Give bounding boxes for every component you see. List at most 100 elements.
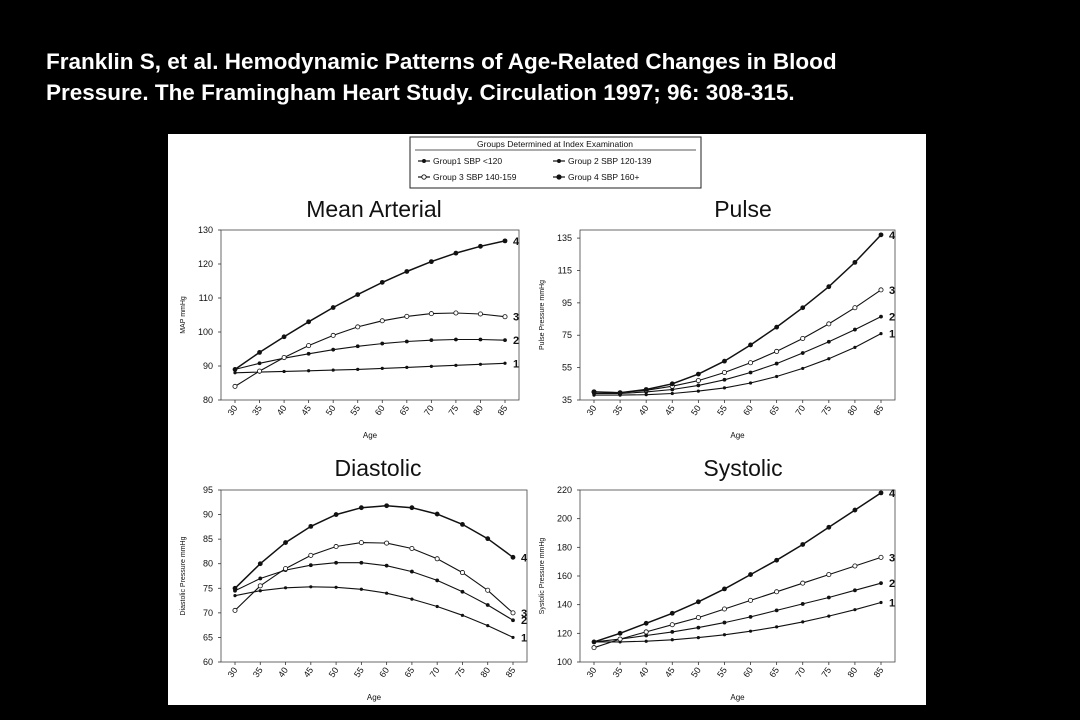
data-point [800, 542, 806, 547]
series-end-label: 4 [521, 552, 528, 564]
x-tick-label: 40 [637, 665, 651, 679]
data-point [257, 561, 263, 567]
data-point [826, 524, 832, 530]
series-end-label: 4 [889, 488, 896, 500]
data-point [334, 560, 338, 565]
data-point [696, 383, 701, 388]
y-tick-label: 100 [198, 327, 213, 337]
series-end-label: 2 [889, 578, 895, 590]
data-point [428, 259, 434, 265]
data-point [478, 243, 483, 249]
data-point [380, 341, 385, 346]
data-point [384, 563, 389, 568]
data-point [591, 389, 597, 395]
data-point [331, 347, 336, 352]
data-point [617, 636, 623, 642]
plot-frame [579, 229, 896, 401]
series-1: 1 [592, 598, 895, 644]
data-point [721, 369, 727, 375]
series-4: 4 [591, 230, 896, 396]
series-3: 3 [591, 552, 895, 651]
x-tick-label: 60 [377, 665, 391, 679]
data-point [748, 342, 753, 348]
data-point [356, 367, 360, 371]
data-point [722, 620, 727, 625]
x-tick-label: 80 [478, 665, 492, 679]
data-point [511, 618, 515, 623]
data-point [232, 383, 238, 389]
y-tick-label: 85 [203, 534, 213, 544]
x-axis-label: Age [363, 431, 378, 440]
series-line [594, 601, 882, 643]
data-point [774, 589, 780, 595]
x-axis-label: Age [367, 693, 382, 702]
data-point [281, 354, 287, 360]
series-2: 2 [233, 335, 519, 372]
data-point [309, 585, 313, 589]
y-tick-label: 65 [203, 632, 213, 642]
data-point [722, 358, 727, 364]
series-end-label: 1 [513, 358, 519, 370]
data-point [379, 318, 385, 324]
y-tick-label: 180 [557, 542, 572, 552]
x-tick-label: 35 [251, 665, 265, 679]
data-point [826, 595, 831, 600]
x-tick-label: 85 [504, 665, 518, 679]
x-tick-label: 60 [741, 403, 755, 417]
series-end-label: 2 [521, 615, 527, 627]
data-point [774, 348, 780, 354]
x-tick-label: 60 [373, 403, 387, 417]
data-point [486, 624, 490, 628]
series-line [594, 333, 882, 396]
y-axis-label: MAP mmHg [180, 296, 187, 334]
y-tick-label: 140 [557, 600, 572, 610]
data-point [485, 536, 491, 542]
series-end-label: 3 [889, 285, 895, 297]
data-point [853, 345, 857, 349]
y-tick-label: 120 [557, 628, 572, 638]
figure-panel: Groups Determined at Index Examination G… [168, 134, 926, 705]
data-point [722, 586, 727, 592]
legend-entry-4: Group 4 SBP 160+ [568, 172, 639, 182]
data-point [409, 545, 415, 551]
x-tick-label: 40 [637, 403, 651, 417]
series-end-label: 4 [889, 230, 896, 242]
x-tick-label: 70 [428, 665, 442, 679]
data-point [775, 374, 779, 379]
chart-title: Pulse [714, 196, 772, 222]
data-point [478, 362, 483, 366]
data-point [478, 337, 483, 342]
y-tick-label: 80 [203, 395, 213, 405]
data-point [405, 365, 409, 369]
data-point [643, 620, 649, 626]
data-point [358, 540, 364, 546]
data-point [435, 604, 439, 609]
y-tick-label: 95 [562, 298, 572, 308]
x-axis-label: Age [730, 693, 745, 702]
x-tick-label: 30 [226, 403, 240, 417]
data-point [477, 311, 483, 317]
data-point [233, 594, 237, 598]
series-line [593, 492, 882, 643]
x-tick-label: 50 [324, 403, 338, 417]
data-point [434, 556, 440, 562]
x-tick-label: 65 [767, 665, 781, 679]
series-end-label: 3 [513, 312, 519, 324]
series-line [234, 312, 506, 387]
series-3: 3 [591, 285, 895, 396]
data-point [800, 580, 806, 586]
data-point [643, 387, 649, 392]
series-line [234, 542, 514, 614]
data-point [404, 313, 410, 319]
x-tick-label: 85 [872, 665, 886, 679]
y-tick-label: 135 [557, 233, 572, 243]
data-point [232, 607, 238, 613]
x-tick-label: 55 [352, 665, 366, 679]
data-point [460, 613, 465, 617]
data-point [800, 602, 805, 606]
data-point [879, 600, 883, 605]
data-point [435, 578, 440, 583]
data-point [257, 350, 262, 355]
y-tick-label: 75 [203, 583, 213, 593]
